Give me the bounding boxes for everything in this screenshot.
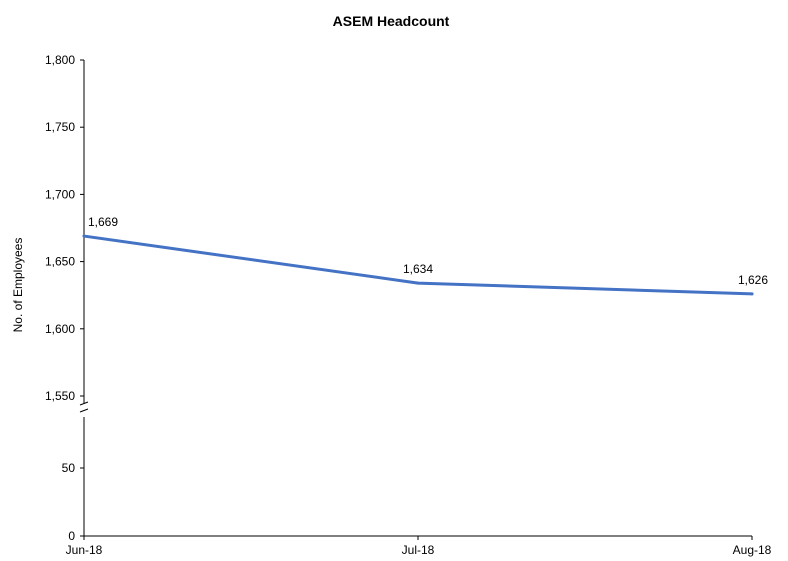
x-tick-label: Aug-18 xyxy=(733,543,772,557)
data-point xyxy=(82,234,86,238)
y-tick-label: 1,700 xyxy=(45,187,75,201)
y-tick-label: 50 xyxy=(62,461,76,475)
axis-break-mark-top xyxy=(79,401,89,406)
x-tick-label: Jun-18 xyxy=(66,543,103,557)
axis-break-mark-bottom xyxy=(79,408,89,413)
y-tick-label: 0 xyxy=(68,529,75,543)
data-label: 1,634 xyxy=(403,262,433,276)
data-point xyxy=(416,281,420,285)
data-label-layer: 1,669 1,634 1,626 xyxy=(88,215,768,287)
y-tick-label: 1,600 xyxy=(45,322,75,336)
y-tick-label: 1,750 xyxy=(45,120,75,134)
data-label: 1,669 xyxy=(88,215,118,229)
chart-title: ASEM Headcount xyxy=(333,13,450,29)
data-point xyxy=(750,292,754,296)
y-tick-label: 1,650 xyxy=(45,255,75,269)
x-axis: Jun-18 Jul-18 Aug-18 xyxy=(66,535,772,557)
series-layer xyxy=(82,234,754,296)
y-tick-label: 1,550 xyxy=(45,389,75,403)
y-axis: 1,550 1,600 1,650 1,700 1,750 1,800 0 50 xyxy=(45,53,89,543)
y-tick-label: 1,800 xyxy=(45,53,75,67)
x-tick-label: Jul-18 xyxy=(402,543,435,557)
data-label: 1,626 xyxy=(738,273,768,287)
y-axis-label: No. of Employees xyxy=(11,238,25,333)
